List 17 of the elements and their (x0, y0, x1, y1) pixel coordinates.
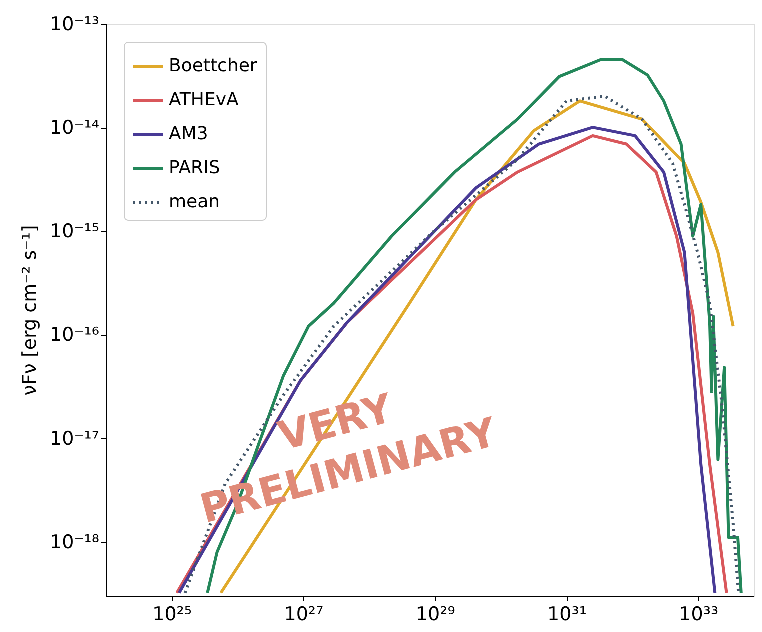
y-tick-label: 10⁻¹⁵ (50, 220, 100, 243)
legend-label: Boettcher (169, 56, 258, 76)
x-tick-label: 10³³ (679, 604, 719, 626)
y-axis-title: νFν [erg cm⁻² s⁻¹] (19, 225, 42, 396)
legend-label: AM3 (169, 124, 208, 144)
x-tick-label: 10²⁹ (416, 604, 456, 626)
legend-label: mean (169, 192, 220, 212)
legend-label: ATHEvA (169, 90, 240, 110)
x-tick-label: 10²⁵ (152, 604, 192, 626)
x-tick-label: 10³¹ (548, 604, 587, 626)
y-tick-label: 10⁻¹⁸ (50, 531, 100, 554)
y-tick-label: 10⁻¹⁷ (50, 428, 100, 450)
legend-label: PARIS (169, 158, 220, 178)
y-tick-label: 10⁻¹⁶ (50, 324, 100, 346)
y-tick-label: 10⁻¹⁴ (50, 117, 100, 140)
y-tick-label: 10⁻¹³ (50, 14, 100, 36)
x-tick-label: 10²⁷ (284, 604, 324, 626)
